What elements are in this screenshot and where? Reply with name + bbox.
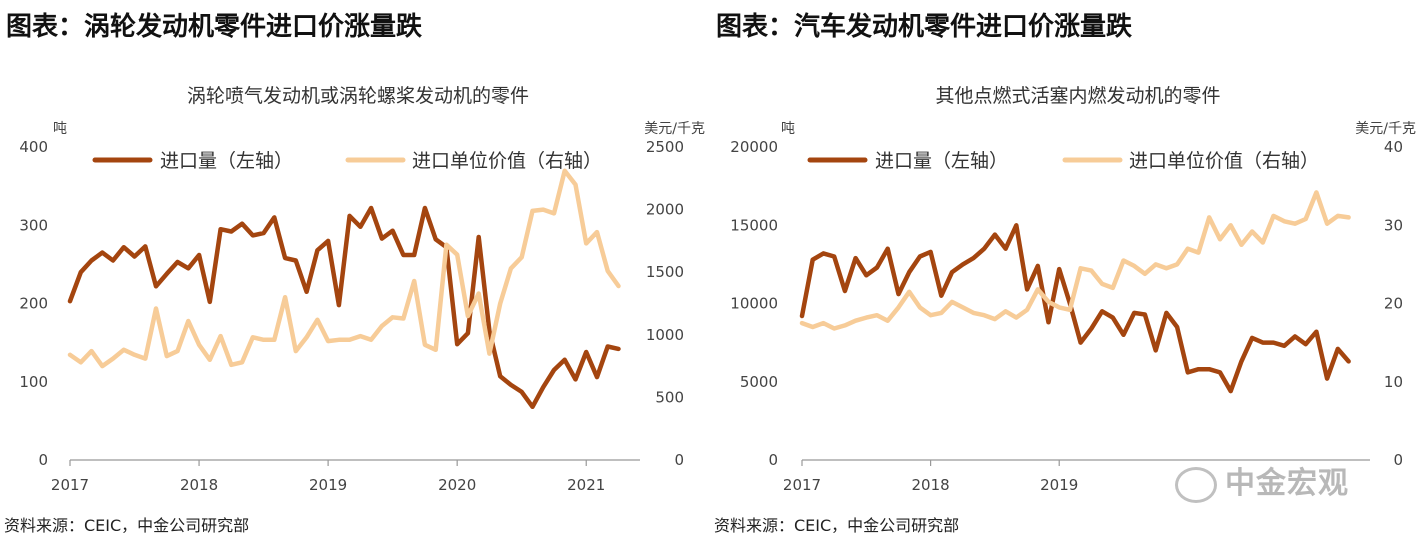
x-tick-label: 2017: [783, 476, 821, 494]
y-tick-label-left: 400: [19, 138, 48, 156]
source-note: 资料来源：CEIC，中金公司研究部: [4, 516, 250, 535]
watermark-text: 中金宏观: [1225, 466, 1349, 501]
x-tick-label: 2021: [567, 476, 605, 494]
series-line-import-volume: [799, 223, 1351, 394]
y-tick-label-left: 20000: [730, 138, 778, 156]
y-axis-right-unit: 美元/千克: [1355, 121, 1416, 137]
x-tick-label: 2020: [438, 476, 476, 494]
wechat-icon: [1175, 466, 1217, 503]
y-tick-label-left: 10000: [730, 295, 778, 313]
panel-heading: 图表：汽车发动机零件进口价涨量跌: [716, 12, 1133, 42]
series-line-import-volume: [67, 205, 621, 410]
y-tick-label-left: 0: [768, 451, 778, 469]
chart-panel-left: 图表：涡轮发动机零件进口价涨量跌 涡轮喷气发动机或涡轮螺桨发动机的零件吨 美元/千…: [0, 0, 705, 540]
y-tick-label-right: 40: [1384, 138, 1403, 156]
y-tick-label-left: 5000: [740, 373, 778, 391]
y-tick-label-right: 2000: [646, 201, 684, 219]
y-tick-label-left: 200: [19, 295, 48, 313]
y-tick-label-right: 500: [655, 388, 684, 406]
y-tick-label-right: 2500: [646, 138, 684, 156]
y-tick-label-left: 300: [19, 216, 48, 234]
y-tick-label-left: 15000: [730, 216, 778, 234]
y-tick-label-right: 0: [674, 451, 684, 469]
y-tick-label-left: 0: [38, 451, 48, 469]
watermark: 中金宏观: [1175, 458, 1349, 503]
y-axis-left-unit: 吨: [53, 121, 67, 137]
y-axis-left-unit: 吨: [781, 121, 795, 137]
x-tick-label: 2018: [912, 476, 950, 494]
y-tick-label-right: 20: [1384, 295, 1403, 313]
legend-label: 进口量（左轴）: [875, 150, 1008, 172]
y-tick-label-left: 100: [19, 373, 48, 391]
y-axis-right-unit: 美元/千克: [644, 121, 705, 137]
x-tick-label: 2019: [309, 476, 347, 494]
series-line-unit-value: [67, 168, 621, 369]
y-tick-label-right: 0: [1393, 451, 1403, 469]
source-note: 资料来源：CEIC，中金公司研究部: [714, 516, 960, 535]
y-tick-label-right: 1500: [646, 263, 684, 281]
y-tick-label-right: 1000: [646, 326, 684, 344]
legend-label: 进口量（左轴）: [160, 150, 293, 172]
legend-label: 进口单位价值（右轴）: [1129, 150, 1319, 172]
y-tick-label-right: 30: [1384, 216, 1403, 234]
chart-title: 涡轮喷气发动机或涡轮螺桨发动机的零件: [187, 85, 529, 107]
x-tick-label: 2019: [1040, 476, 1078, 494]
chart-panel-right: 图表：汽车发动机零件进口价涨量跌 其他点燃式活塞内燃发动机的零件吨 美元/千克 0 5…: [710, 0, 1416, 540]
chart-title: 其他点燃式活塞内燃发动机的零件: [935, 85, 1220, 107]
series-line-unit-value: [799, 190, 1351, 331]
panel-heading: 图表：涡轮发动机零件进口价涨量跌: [6, 12, 423, 42]
y-tick-label-right: 10: [1384, 373, 1403, 391]
x-tick-label: 2018: [180, 476, 218, 494]
x-tick-label: 2017: [51, 476, 89, 494]
legend-label: 进口单位价值（右轴）: [412, 150, 602, 172]
